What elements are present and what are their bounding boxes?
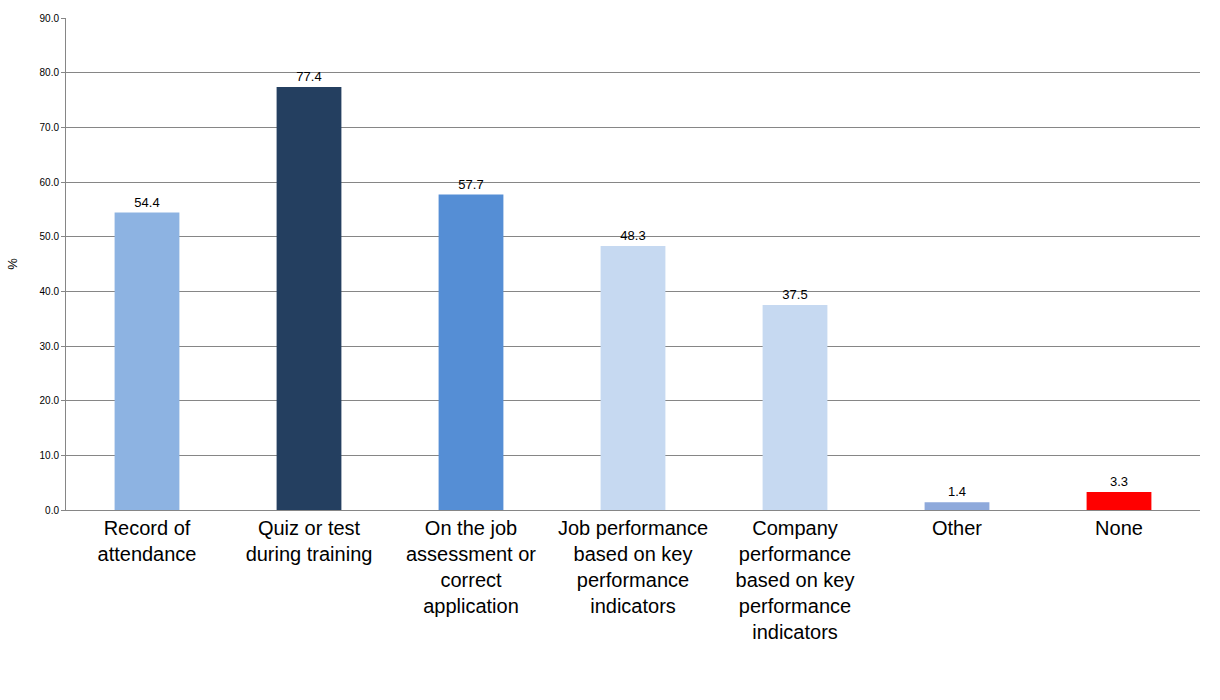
svg-text:54.4: 54.4 [134,195,159,210]
svg-text:3.3: 3.3 [1110,474,1128,489]
svg-text:%: % [5,258,20,270]
svg-text:37.5: 37.5 [782,287,807,302]
svg-text:Other: Other [932,517,982,539]
svg-text:50.0: 50.0 [40,231,60,242]
svg-text:48.3: 48.3 [620,228,645,243]
svg-text:On the jobassessment orcorrect: On the jobassessment orcorrectapplicatio… [406,517,536,617]
svg-text:1.4: 1.4 [948,484,966,499]
svg-text:30.0: 30.0 [40,341,60,352]
svg-text:0.0: 0.0 [45,505,59,516]
svg-text:70.0: 70.0 [40,122,60,133]
svg-text:80.0: 80.0 [40,67,60,78]
svg-text:Companyperformancebased on key: Companyperformancebased on keyperformanc… [736,517,855,643]
svg-text:60.0: 60.0 [40,177,60,188]
svg-text:20.0: 20.0 [40,395,60,406]
svg-text:Job performancebased on keyper: Job performancebased on keyperformancein… [558,517,708,617]
svg-text:Quiz or testduring training: Quiz or testduring training [246,517,373,565]
svg-text:90.0: 90.0 [40,13,60,24]
svg-text:77.4: 77.4 [296,69,321,84]
svg-text:57.7: 57.7 [458,177,483,192]
svg-text:40.0: 40.0 [40,286,60,297]
svg-text:Record ofattendance: Record ofattendance [98,517,197,565]
svg-text:10.0: 10.0 [40,450,60,461]
svg-text:None: None [1095,517,1143,539]
